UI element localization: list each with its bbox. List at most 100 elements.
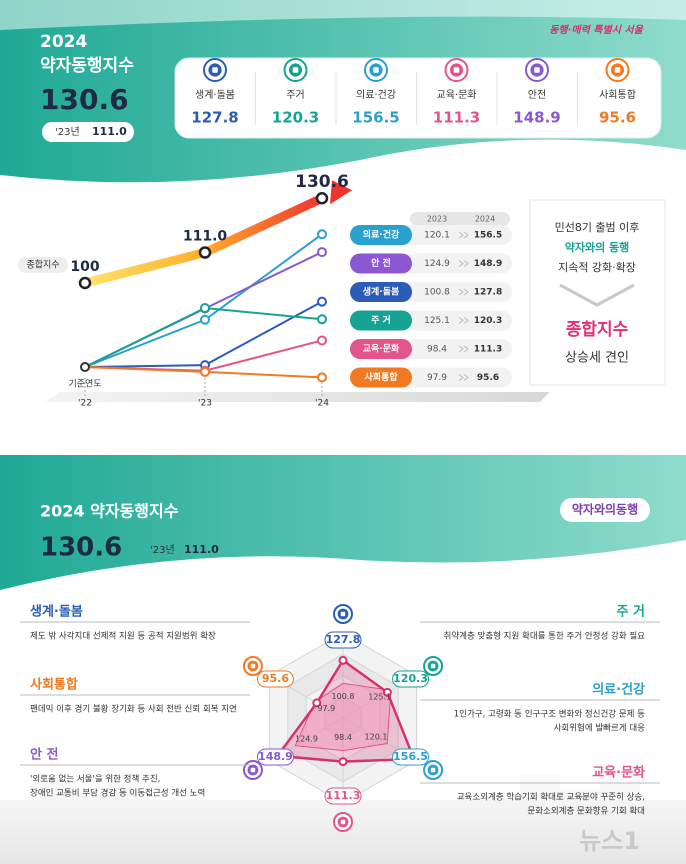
- sidebar-highlight: 종합지수: [566, 319, 629, 340]
- table-name-pill: [350, 253, 412, 274]
- icon-glyph: [430, 767, 436, 773]
- trend-marker: [198, 246, 212, 259]
- domain-name: 교육·문화: [437, 89, 477, 101]
- top-index: 130.6: [40, 83, 129, 116]
- sidebar-line: 지속적 강화·확장: [558, 261, 636, 274]
- top-header-shine: [0, 0, 686, 30]
- table-2024: 156.5: [474, 231, 502, 241]
- table-arrow: [458, 288, 469, 296]
- icon-glyph: [430, 663, 436, 669]
- domain-name: 안전: [528, 89, 546, 101]
- table-2023: 120.1: [424, 231, 450, 241]
- trend-arrow: [330, 180, 352, 205]
- icon-glyph: [340, 611, 346, 617]
- radar-value-bg: [324, 787, 362, 805]
- radar-value: 148.9: [258, 750, 293, 763]
- table-header-bg: [410, 212, 510, 226]
- icon-glyph: [340, 819, 346, 825]
- note-title: 의료·건강: [592, 682, 645, 698]
- icon-glyph: [534, 67, 540, 73]
- sidebar-line: 민선8기 출범 이후: [555, 221, 640, 234]
- radar-value: 95.6: [262, 672, 289, 685]
- radar-value: 111.3: [326, 789, 361, 802]
- note-text: 장애인 교통비 부담 경감 등 이동접근성 개선 노력: [30, 788, 205, 799]
- radar-value-bg: [392, 748, 430, 766]
- sidebar-box: [529, 199, 666, 386]
- domain-marker: [317, 372, 327, 383]
- brand: 동행·매력 특별시 서울: [549, 24, 644, 36]
- radar-inner-value: 100.8: [332, 692, 355, 701]
- domain-value: 95.6: [599, 109, 636, 127]
- table-name-pill: [350, 282, 412, 302]
- table-name: 생계·돌봄: [363, 286, 400, 298]
- table-name-pill: [350, 367, 412, 388]
- domain-value: 148.9: [513, 109, 560, 127]
- note-text: '외로움 없는 서울'을 위한 정책 추진,: [30, 774, 160, 785]
- radar-value-bg: [392, 670, 430, 688]
- note-text: 사회위험에 발빠르게 대응: [554, 723, 646, 734]
- domain-marker: [200, 314, 210, 325]
- note-title: 안 전: [30, 747, 58, 763]
- table-name: 의료·건강: [363, 229, 400, 241]
- table-arrow: [458, 374, 469, 381]
- sidebar-line: 상승세 견인: [565, 351, 629, 366]
- bottom-index: 130.6: [40, 533, 122, 563]
- table-arrow: [458, 317, 469, 324]
- note-title: 생계·돌봄: [30, 605, 83, 620]
- logo-bg: [560, 498, 650, 522]
- domain-value: 111.3: [433, 109, 480, 127]
- domain-marker: [200, 366, 210, 377]
- table-name-pill: [350, 310, 412, 331]
- trend-marker: [78, 276, 92, 290]
- table-name: 안 전: [371, 257, 391, 269]
- radar-inner-value: 124.9: [295, 735, 318, 744]
- note-text: 1인가구, 고령화 등 인구구조 변화와 정신건강 문제 등: [454, 709, 645, 720]
- sidebar-chevron: [559, 283, 635, 307]
- note-title: 사회통합: [30, 677, 78, 693]
- table-2023: 98.4: [427, 345, 447, 355]
- domain-marker: [317, 296, 327, 307]
- table-2024: 148.9: [474, 259, 502, 269]
- radar-value: 127.8: [326, 633, 361, 646]
- icon-glyph: [453, 67, 460, 73]
- watermark: 뉴스1: [579, 827, 640, 855]
- radar-inner-value: 125.1: [368, 692, 391, 701]
- icon-glyph: [212, 67, 218, 73]
- note-text: 교육소외계층 학습기회 확대로 교육분야 꾸준히 상승,: [457, 792, 645, 803]
- top-year: 2024: [40, 32, 87, 52]
- table-2023: 125.1: [424, 316, 450, 326]
- prev-value: 111.0: [92, 125, 127, 138]
- table-arrow: [458, 345, 469, 353]
- note-text: 제도 밖 사각지대 선제적 지원 등 공적 지원범위 확장: [30, 631, 216, 642]
- domain-value: 120.3: [272, 109, 319, 127]
- trend-label-bg: [18, 257, 68, 273]
- top-title: 약자동행지수: [40, 55, 134, 76]
- note-text: 취약계층 맞춤형 지원 확대를 통한 주거 안정성 강화 필요: [444, 631, 646, 642]
- logo: 약자와의동행: [572, 502, 638, 517]
- radar-inner-value: 120.1: [365, 733, 388, 742]
- table-2023: 124.9: [424, 259, 450, 269]
- table-2024: 95.6: [477, 373, 499, 383]
- icon-glyph: [373, 67, 379, 73]
- radar-inner-value: 97.9: [317, 704, 335, 713]
- x-tick-label: '24: [315, 399, 329, 409]
- bottom-title: 2024 약자동행지수: [40, 502, 179, 521]
- icon-glyph: [292, 67, 299, 73]
- radar-point: [338, 655, 348, 665]
- table-2024: 120.3: [474, 316, 502, 326]
- table-name: 교육·문화: [363, 343, 400, 355]
- domain-name: 주거: [286, 89, 304, 101]
- table-2023: 97.9: [427, 373, 447, 383]
- radar-inner-value: 98.4: [334, 733, 352, 742]
- table-header: 2024: [475, 215, 495, 224]
- bottom-prev-label: '23년: [150, 544, 175, 556]
- table-name-pill: [350, 339, 412, 359]
- trend-value-label: 130.6: [295, 172, 349, 192]
- domain-marker: [317, 229, 327, 240]
- domain-value: 127.8: [191, 109, 238, 127]
- table-2024: 127.8: [474, 288, 502, 298]
- x-tick-label: '23: [198, 399, 212, 409]
- table-header: 2023: [427, 215, 447, 224]
